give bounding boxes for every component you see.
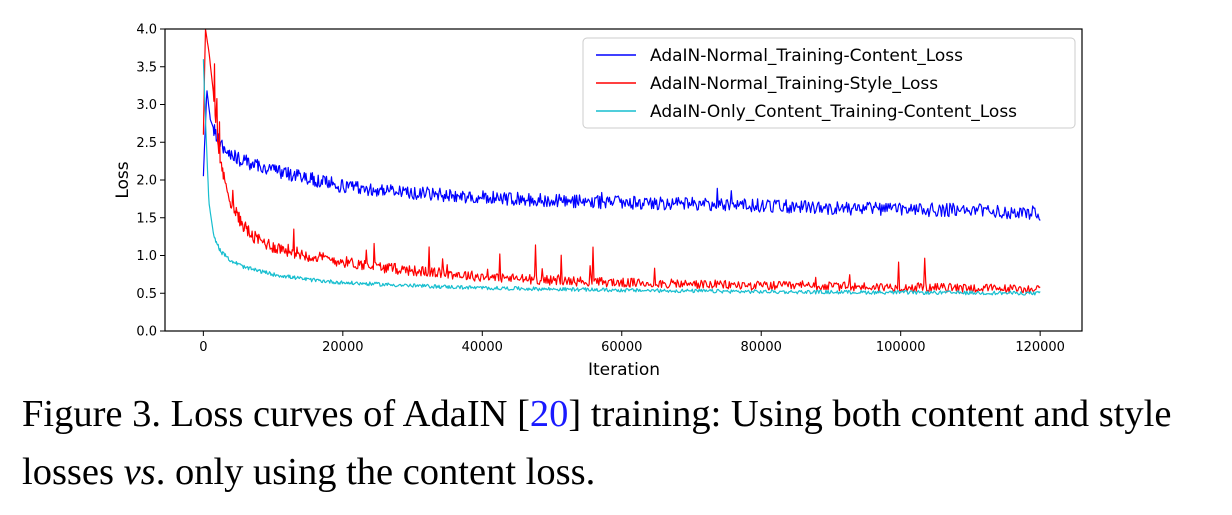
legend-label-2: AdaIN-Normal_Training-Style_Loss [650,74,938,94]
x-axis-ticks: 0 20000 40000 60000 80000 100000 120000 [199,331,1065,355]
y-axis-ticks: 0.0 0.5 1.0 1.5 2.0 2.5 3.0 3.5 4.0 [136,23,165,340]
series-line-1 [202,90,1041,221]
x-axis-title: Iteration [588,360,660,380]
y-tick-label: 2.0 [136,174,157,189]
x-tick-label: 0 [199,340,207,355]
y-tick-label: 0.5 [136,287,157,302]
caption-text-3: . only using the content loss. [155,451,596,493]
y-axis-title: Loss [113,161,133,198]
citation-link[interactable]: 20 [529,393,569,435]
legend: AdaIN-Normal_Training-Content_Loss AdaIN-… [582,37,1076,129]
x-tick-label: 40000 [462,340,503,355]
legend-box [582,37,1076,129]
caption-text-2: ] training: Using both content and style… [22,393,1172,493]
y-tick-label: 3.5 [136,60,157,75]
caption-text-1: Figure 3. Loss curves of AdaIN [ [22,393,530,435]
y-tick-label: 1.5 [136,211,157,226]
x-tick-label: 20000 [322,340,363,355]
series-line-2 [202,28,1041,294]
y-tick-label: 3.0 [136,98,157,113]
series-line-3 [202,59,1041,296]
legend-label-3: AdaIN-Only_Content_Training-Content_Loss [650,102,1017,122]
series-group [202,28,1041,296]
y-tick-label: 0.0 [136,325,157,340]
caption-italic-vs: vs [123,451,156,493]
y-tick-label: 2.5 [136,136,157,151]
x-tick-label: 120000 [1015,340,1065,355]
x-tick-label: 80000 [741,340,782,355]
y-tick-label: 4.0 [136,23,157,38]
loss-chart: 0 20000 40000 60000 80000 100000 120000 0.0 0.5… [113,23,1083,380]
x-tick-label: 60000 [601,340,642,355]
plot-frame [164,28,1083,332]
y-tick-label: 1.0 [136,249,157,264]
legend-label-1: AdaIN-Normal_Training-Content_Loss [650,46,963,66]
figure-caption: Figure 3. Loss curves of AdaIN [20] trai… [22,385,1217,501]
x-tick-label: 100000 [876,340,926,355]
